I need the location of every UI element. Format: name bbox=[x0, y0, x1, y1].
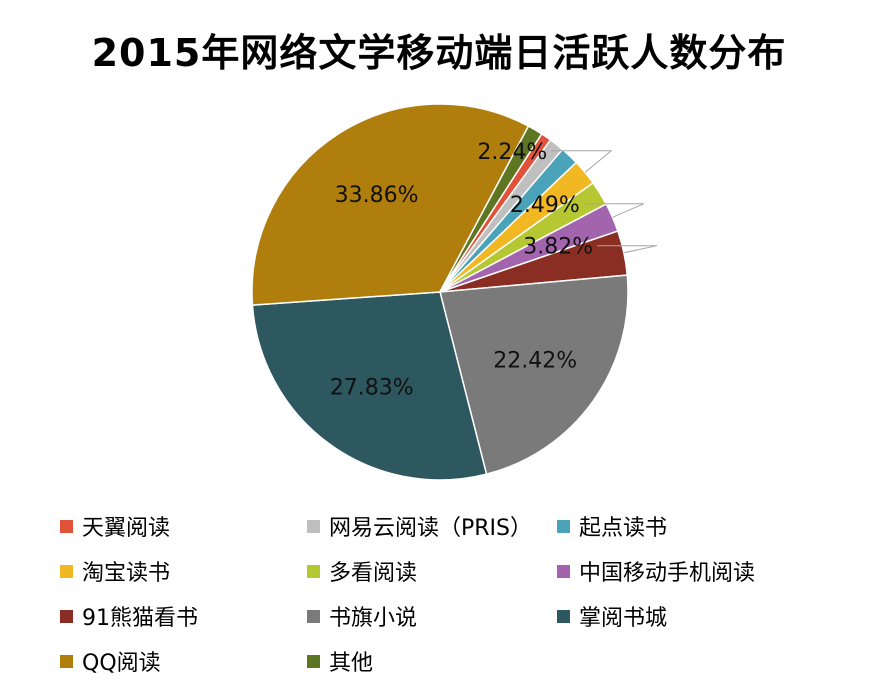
legend-item: 淘宝读书 bbox=[60, 555, 170, 587]
legend-label: 书旗小说 bbox=[329, 606, 418, 631]
legend-label: 天翼阅读 bbox=[82, 516, 171, 541]
legend-label: 多看阅读 bbox=[329, 561, 418, 586]
legend-label: 掌阅书城 bbox=[579, 606, 668, 631]
legend-swatch bbox=[307, 654, 320, 668]
legend-swatch bbox=[60, 654, 73, 668]
legend-item: 起点读书 bbox=[557, 510, 667, 542]
legend-swatch bbox=[60, 609, 73, 623]
leader-line bbox=[583, 203, 644, 218]
legend-swatch bbox=[60, 519, 73, 533]
legend-label: 91熊猫看书 bbox=[82, 606, 198, 631]
legend-item: 多看阅读 bbox=[307, 555, 417, 587]
legend-label: QQ阅读 bbox=[82, 651, 161, 676]
legend-swatch bbox=[557, 564, 570, 578]
leader-line bbox=[551, 150, 613, 173]
legend-label: 起点读书 bbox=[579, 516, 668, 541]
slice-label: 27.83% bbox=[330, 375, 414, 400]
legend-item: 中国移动手机阅读 bbox=[557, 555, 755, 587]
legend-swatch bbox=[307, 609, 320, 623]
slice-label: 2.49% bbox=[510, 193, 580, 218]
legend-item: 其他 bbox=[307, 645, 373, 677]
legend-item: 书旗小说 bbox=[307, 600, 417, 632]
legend-item: 掌阅书城 bbox=[557, 600, 667, 632]
legend-item: 天翼阅读 bbox=[60, 510, 170, 542]
legend-swatch bbox=[557, 609, 570, 623]
legend-label: 中国移动手机阅读 bbox=[579, 561, 756, 586]
legend-label: 其他 bbox=[329, 651, 374, 676]
slice-label: 33.86% bbox=[335, 183, 419, 208]
slice-label: 2.24% bbox=[477, 140, 547, 165]
chart-title: 2015年网络文学移动端日活跃人数分布 bbox=[91, 31, 787, 75]
slice-label: 22.42% bbox=[493, 348, 577, 373]
slice-label: 3.82% bbox=[523, 235, 593, 260]
legend-label: 网易云阅读（PRIS） bbox=[329, 516, 533, 541]
pie-chart: 2.24% 2.49% 3.82% 22.42% 27.83% 33.86% bbox=[251, 103, 658, 481]
legend-swatch bbox=[60, 564, 73, 578]
legend-item: 91熊猫看书 bbox=[60, 600, 198, 632]
legend-item: 网易云阅读（PRIS） bbox=[307, 510, 532, 542]
pie-slice bbox=[251, 291, 488, 481]
legend-label: 淘宝读书 bbox=[82, 561, 171, 586]
leader-line bbox=[597, 245, 658, 254]
legend-swatch bbox=[557, 519, 570, 533]
legend-swatch bbox=[307, 564, 320, 578]
legend-swatch bbox=[307, 519, 320, 533]
legend-item: QQ阅读 bbox=[60, 645, 161, 677]
pie-slice bbox=[439, 274, 629, 476]
pie-slice bbox=[439, 125, 543, 293]
